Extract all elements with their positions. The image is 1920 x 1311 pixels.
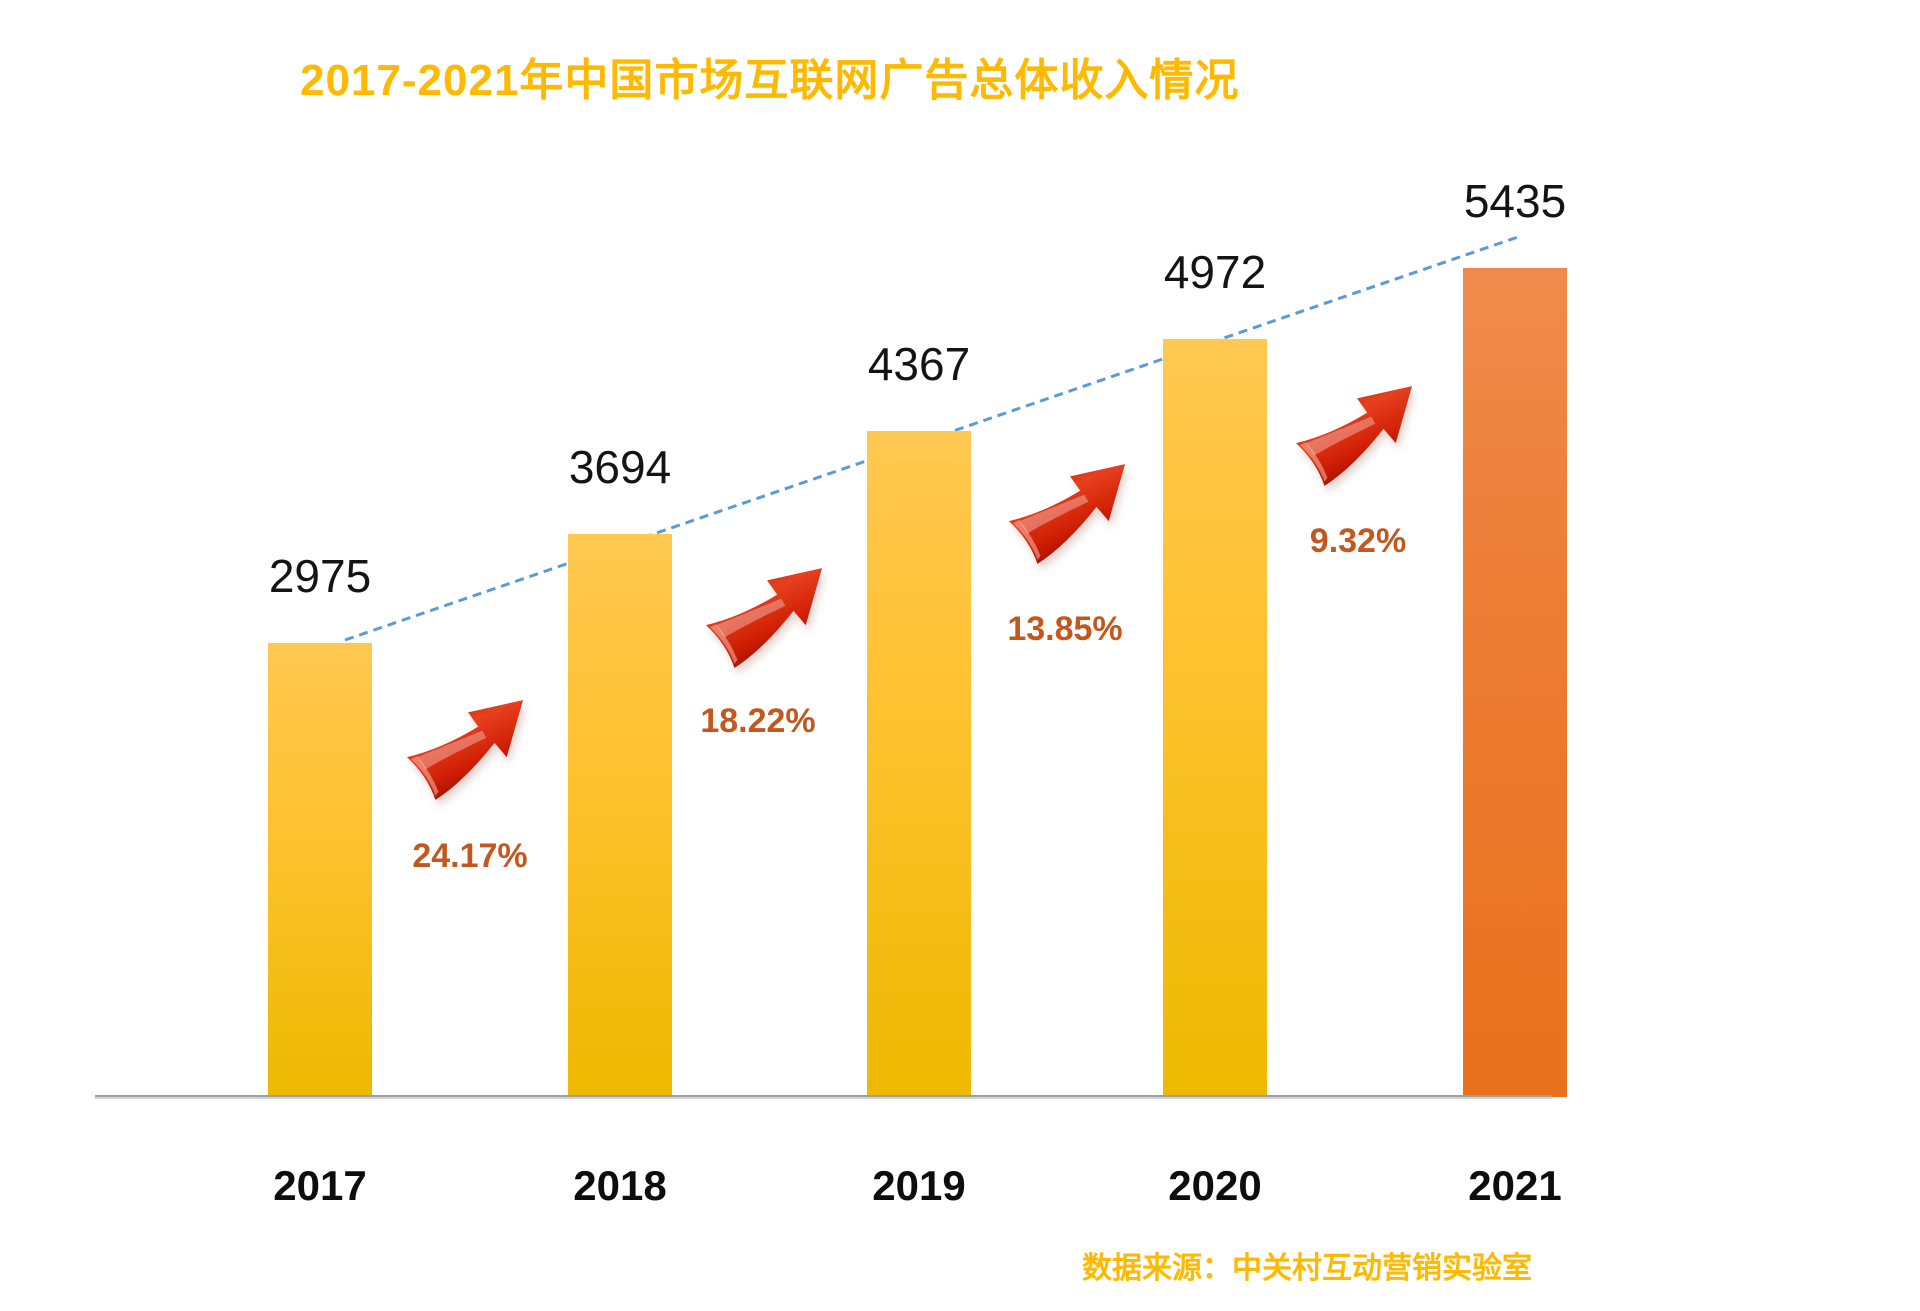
year-label-2021: 2021	[1468, 1162, 1562, 1209]
bar-2021	[1463, 268, 1567, 1097]
red-3d-up-right-arrow-icon	[406, 700, 524, 800]
bar-2020	[1163, 339, 1267, 1097]
red-3d-up-right-arrow-icon	[1008, 464, 1126, 564]
value-label-2019: 4367	[867, 338, 971, 390]
value-label-2020: 4972	[1163, 246, 1267, 298]
year-label-2019: 2019	[872, 1162, 966, 1209]
year-label-2018: 2018	[573, 1162, 667, 1209]
value-label-2021: 5435	[1463, 175, 1567, 227]
growth-pct-label-3: 9.32%	[1309, 522, 1407, 560]
year-label-2020: 2020	[1168, 1162, 1262, 1209]
bar-2018	[568, 534, 672, 1097]
red-3d-up-right-arrow-icon	[1295, 386, 1413, 486]
year-label-2017: 2017	[273, 1162, 367, 1209]
value-label-2018: 3694	[568, 441, 672, 493]
red-3d-up-right-arrow-icon	[705, 568, 823, 668]
bar-2017	[268, 643, 372, 1097]
value-label-2017: 2975	[268, 550, 372, 602]
x-axis-line	[95, 1095, 1552, 1097]
chart-title: 2017-2021年中国市场互联网广告总体收入情况	[300, 56, 1240, 105]
growth-pct-label-2: 13.85%	[1007, 610, 1123, 648]
source-note: 数据来源：中关村互动营销实验室	[1082, 1252, 1532, 1285]
bar-2019	[867, 431, 971, 1097]
growth-pct-label-0: 24.17%	[412, 837, 528, 875]
growth-pct-label-1: 18.22%	[700, 702, 816, 740]
